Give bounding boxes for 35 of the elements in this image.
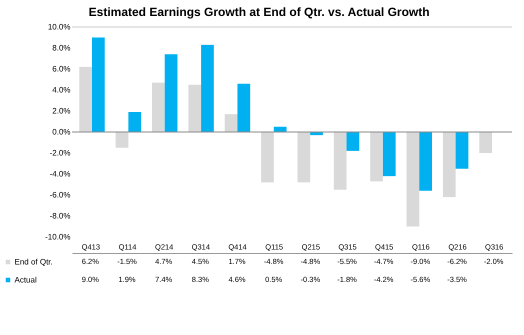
y-tick-label: -8.0% <box>50 212 70 220</box>
bar <box>128 112 142 132</box>
bar <box>297 132 310 182</box>
bar <box>346 132 360 151</box>
y-tick-label: 10.0% <box>48 22 70 32</box>
y-tick-label: 0.0% <box>52 128 70 136</box>
y-tick-label: 4.0% <box>52 86 70 94</box>
bar <box>334 132 347 190</box>
bar <box>237 84 250 132</box>
y-tick-label: -4.0% <box>50 170 70 178</box>
bar <box>261 132 274 182</box>
bar <box>382 132 396 176</box>
bar <box>79 66 92 132</box>
y-tick-label: 6.0% <box>52 64 70 74</box>
legend-label: Actual <box>14 276 37 284</box>
y-tick-label: 2.0% <box>52 106 70 116</box>
bar <box>479 132 492 153</box>
bar <box>164 54 178 132</box>
y-tick-label: -6.0% <box>50 190 70 200</box>
y-tick-label: -10.0% <box>45 232 70 242</box>
y-tick-label: 8.0% <box>52 44 70 52</box>
legend-label: End of Qtr. <box>14 258 53 266</box>
bar <box>370 132 383 182</box>
bar <box>201 44 214 132</box>
y-tick-label: -2.0% <box>50 148 70 158</box>
bar <box>188 84 202 132</box>
bar <box>419 132 432 191</box>
bar <box>92 38 105 132</box>
bar <box>116 132 128 148</box>
bar <box>456 132 468 169</box>
bar <box>224 114 238 132</box>
chart-title: Estimated Earnings Growth at End of Qtr. vs. Actual Growth <box>88 5 430 19</box>
bar <box>442 132 456 198</box>
bar <box>406 132 420 226</box>
bar <box>152 82 165 132</box>
